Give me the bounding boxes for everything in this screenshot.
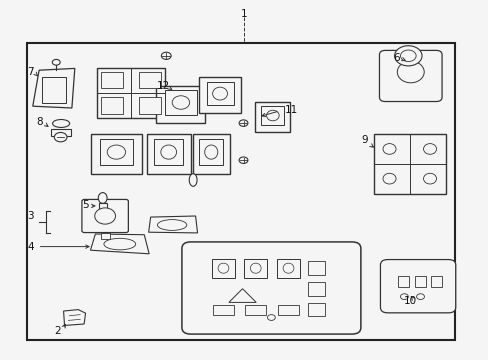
FancyBboxPatch shape — [380, 260, 455, 313]
Bar — [165, 90, 196, 115]
Polygon shape — [148, 216, 197, 233]
Ellipse shape — [172, 96, 189, 109]
FancyBboxPatch shape — [379, 50, 441, 102]
Bar — [101, 72, 122, 88]
Bar — [27, 43, 454, 340]
Ellipse shape — [161, 145, 176, 159]
Ellipse shape — [266, 110, 279, 121]
Ellipse shape — [53, 120, 69, 127]
Text: 2: 2 — [54, 326, 61, 336]
Bar — [199, 139, 223, 165]
Text: 4: 4 — [27, 242, 34, 252]
Ellipse shape — [204, 145, 217, 159]
Bar — [99, 203, 106, 213]
Bar — [278, 305, 298, 315]
Bar — [97, 68, 165, 118]
Bar — [373, 134, 445, 194]
Ellipse shape — [382, 173, 395, 184]
Circle shape — [54, 132, 67, 142]
Bar — [139, 72, 161, 88]
Ellipse shape — [250, 263, 261, 273]
Circle shape — [161, 52, 171, 59]
Bar — [199, 77, 240, 113]
Text: 12: 12 — [157, 81, 170, 91]
Text: 7: 7 — [27, 67, 34, 77]
Ellipse shape — [283, 263, 293, 273]
Bar — [51, 129, 71, 136]
Bar — [211, 259, 235, 278]
Bar — [41, 77, 66, 103]
Ellipse shape — [103, 238, 136, 250]
Ellipse shape — [218, 263, 228, 273]
Bar — [101, 233, 109, 239]
Text: 11: 11 — [284, 105, 297, 115]
Bar — [308, 303, 325, 316]
Bar — [414, 276, 425, 287]
Bar — [101, 98, 122, 113]
Bar — [308, 282, 325, 296]
Bar — [156, 85, 205, 123]
Bar — [245, 305, 265, 315]
Bar — [91, 134, 142, 174]
Text: 8: 8 — [36, 117, 42, 127]
Bar — [308, 261, 325, 275]
Polygon shape — [63, 310, 85, 325]
Text: 5: 5 — [82, 200, 89, 210]
Ellipse shape — [95, 208, 115, 224]
Polygon shape — [90, 234, 149, 254]
Text: 1: 1 — [241, 9, 247, 19]
Bar — [192, 134, 229, 174]
Bar — [154, 139, 183, 165]
Ellipse shape — [423, 144, 436, 154]
Bar — [100, 139, 133, 165]
Bar — [213, 305, 233, 315]
Ellipse shape — [98, 193, 107, 203]
Circle shape — [239, 157, 247, 163]
Ellipse shape — [189, 174, 197, 186]
Polygon shape — [228, 289, 256, 302]
Text: 9: 9 — [360, 135, 367, 145]
FancyBboxPatch shape — [182, 242, 360, 334]
Bar — [397, 276, 408, 287]
Bar — [276, 259, 300, 278]
Circle shape — [267, 315, 275, 320]
Text: 6: 6 — [392, 53, 399, 63]
Circle shape — [52, 59, 60, 65]
Ellipse shape — [382, 144, 395, 154]
Ellipse shape — [212, 87, 227, 100]
Bar — [244, 259, 267, 278]
Circle shape — [239, 120, 247, 126]
Circle shape — [400, 50, 415, 62]
Text: 10: 10 — [404, 296, 416, 306]
FancyBboxPatch shape — [81, 199, 128, 233]
Bar — [261, 106, 284, 125]
Text: 3: 3 — [27, 211, 34, 221]
Circle shape — [416, 294, 424, 300]
Bar — [146, 134, 190, 174]
Circle shape — [400, 294, 407, 300]
Bar — [139, 98, 161, 113]
Ellipse shape — [157, 220, 186, 230]
Bar — [206, 82, 233, 105]
Ellipse shape — [107, 145, 125, 159]
Ellipse shape — [423, 173, 436, 184]
Polygon shape — [33, 68, 75, 108]
Bar — [430, 276, 441, 287]
Ellipse shape — [396, 61, 424, 83]
Circle shape — [394, 46, 421, 66]
Bar — [255, 102, 290, 132]
